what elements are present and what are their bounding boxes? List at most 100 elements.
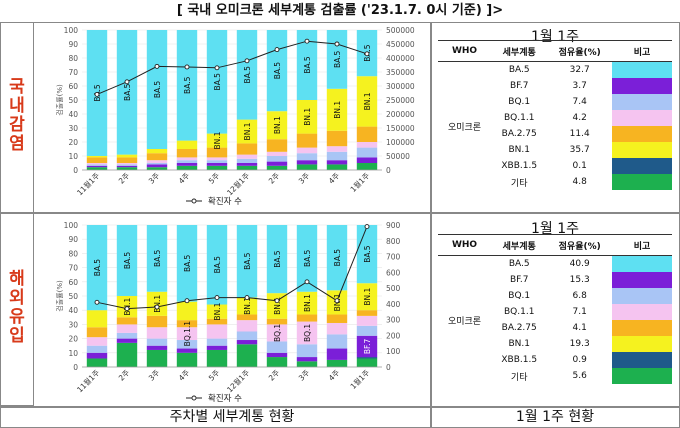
x-tick-label: 11월1주 [74, 367, 101, 394]
bar-segment [146, 163, 168, 165]
confirmed-cases-point [364, 51, 370, 57]
legend-marker [191, 198, 197, 204]
bar-segment [206, 304, 228, 319]
y2-tick-label: 500 [386, 284, 401, 293]
confirmed-cases-point [94, 299, 100, 305]
bar-segment [266, 165, 288, 170]
bar-segment [146, 327, 168, 339]
bar-data-label: BA.5 [183, 254, 192, 272]
y-axis-title: 검출률(%) [55, 84, 64, 116]
bar-segment [236, 143, 258, 155]
bar-segment [176, 340, 198, 349]
y-tick-label: 100 [64, 221, 79, 230]
y-axis-title: 검출률(%) [55, 280, 64, 312]
bar-data-label: BA.5 [273, 62, 282, 80]
bar-data-label: BQ.1 [303, 324, 312, 342]
lineage-color-swatch [612, 158, 672, 174]
bar-segment [236, 158, 258, 163]
bar-segment [116, 163, 138, 165]
bar-segment [86, 157, 108, 163]
lineage-cell: BA.2.75 [501, 129, 537, 139]
bar-segment [116, 165, 138, 168]
share-cell: 3.7 [572, 81, 587, 91]
confirmed-cases-point [184, 298, 190, 304]
bar-segment [176, 149, 198, 158]
bar-segment [86, 164, 108, 166]
x-tick-label: 2주 [267, 368, 282, 383]
confirmed-cases-point [184, 64, 190, 70]
bar-segment [296, 147, 318, 154]
bar-segment [236, 154, 258, 159]
y2-tick-label: 300 [386, 316, 401, 325]
bar-data-label: BN.1 [213, 131, 222, 149]
lineage-color-swatch [612, 126, 672, 142]
bar-data-label: BA.5 [243, 66, 252, 84]
bar-segment [176, 160, 198, 163]
share-cell: 19.3 [569, 339, 590, 349]
bar-segment [296, 30, 318, 100]
bar-segment [176, 163, 198, 166]
bar-segment [206, 30, 228, 134]
bar-segment [326, 130, 348, 147]
share-cell: 35.7 [569, 145, 590, 155]
lineage-color-swatch [612, 352, 672, 368]
y-tick-label: 0 [73, 166, 78, 175]
bar-segment [206, 324, 228, 339]
bar-segment [236, 225, 258, 298]
lineage-share-table-domestic: WHO 세부계통 점유율(%) 비고 오미크론 BA.5 32.7 BF.7 3.7 BQ… [438, 40, 672, 190]
bar-data-label: BA.5 [213, 256, 222, 274]
y-tick-label: 10 [68, 349, 78, 358]
bar-segment [86, 167, 108, 170]
bar-data-label: BA.5 [213, 73, 222, 91]
bar-segment [116, 154, 138, 158]
y2-tick-label: 700 [386, 253, 401, 262]
y-tick-label: 80 [68, 54, 78, 63]
y2-tick-label: 900 [386, 221, 401, 230]
bar-segment [116, 324, 138, 333]
bar-segment [176, 327, 198, 341]
lineage-cell: BA.5 [508, 65, 530, 75]
bar-segment [146, 338, 168, 346]
table-row: 기타 5.6 [438, 368, 672, 384]
bar-segment [296, 344, 318, 358]
legend-marker [191, 395, 197, 401]
bar-segment [116, 167, 138, 170]
y2-tick-label: 450000 [386, 40, 415, 49]
table-row: 오미크론 BA.5 40.9 [438, 255, 672, 327]
bar-segment [176, 165, 198, 170]
bar-segment [356, 157, 378, 163]
bar-data-label: BA.5 [333, 249, 342, 267]
who-group-cell: 오미크론 [447, 316, 482, 327]
y-tick-label: 90 [68, 40, 78, 49]
bar-segment [296, 321, 318, 345]
table-row: 오미크론 BA.5 32.7 [438, 61, 672, 133]
y2-tick-label: 50000 [386, 152, 410, 161]
bar-segment [296, 357, 318, 362]
y-tick-label: 80 [68, 249, 78, 258]
table-row: XBB.1.5 0.1 [438, 158, 672, 174]
bar-segment [146, 349, 168, 367]
lineage-color-swatch [612, 272, 672, 288]
bar-segment [326, 359, 348, 367]
bar-data-label: BA.5 [303, 56, 312, 74]
y2-tick-label: 100 [386, 347, 401, 356]
bar-segment [86, 345, 108, 353]
bar-segment [326, 146, 348, 152]
bar-segment [146, 153, 168, 161]
bar-segment [296, 133, 318, 148]
bar-data-label: BA.5 [153, 249, 162, 267]
col-header-share: 점유율(%) [547, 234, 612, 256]
lineage-color-swatch [612, 304, 672, 320]
bar-segment [206, 165, 228, 170]
lineage-color-swatch [612, 255, 672, 272]
table-row: BA.2.75 4.1 [438, 320, 672, 336]
region-label-domestic: 국내감염 [9, 77, 25, 154]
bar-segment [356, 315, 378, 326]
bar-data-label: BA.5 [183, 76, 192, 94]
footer-left-caption: 주차별 세부계통 현황 [169, 409, 295, 425]
y-tick-label: 30 [68, 124, 78, 133]
lineage-cell: BN.1 [508, 339, 530, 349]
legend-label: 확진자 수 [208, 393, 242, 404]
lineage-color-swatch [612, 110, 672, 126]
bar-segment [236, 340, 258, 345]
